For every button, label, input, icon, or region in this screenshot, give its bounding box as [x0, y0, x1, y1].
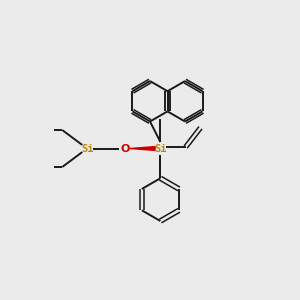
Polygon shape — [130, 147, 155, 150]
Text: Si: Si — [81, 143, 94, 154]
Text: O: O — [120, 143, 129, 154]
Text: Si: Si — [154, 143, 167, 154]
